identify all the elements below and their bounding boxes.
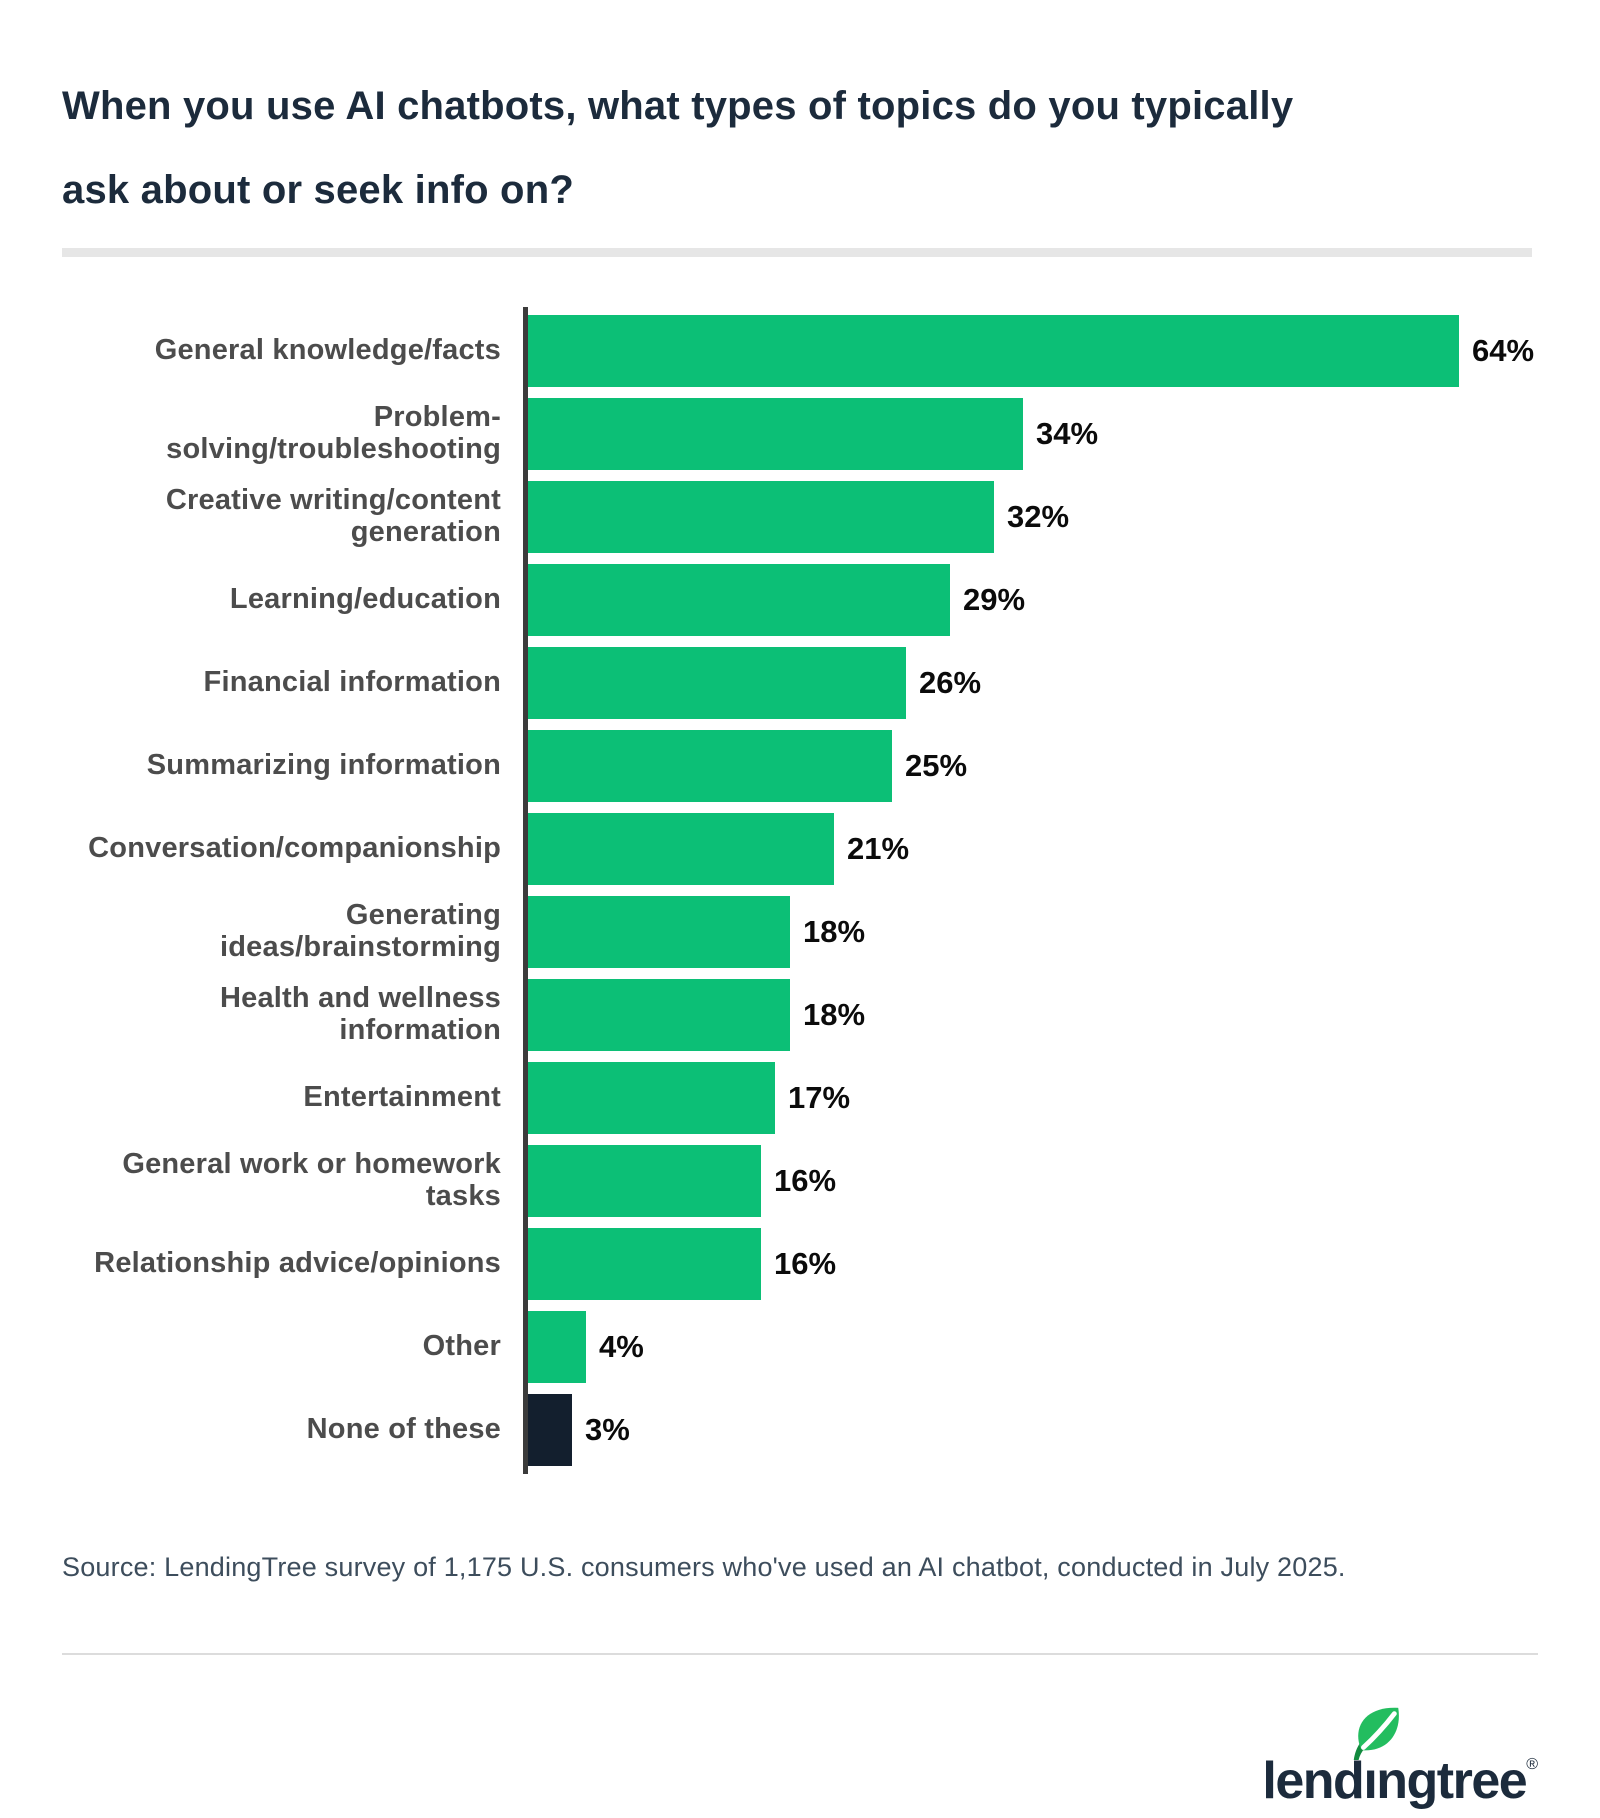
leaf-icon: [1354, 1707, 1400, 1761]
chart-row: Other 4%: [62, 1311, 1538, 1383]
chart-row: Financial information 26%: [62, 647, 1538, 719]
bar-track: 17%: [523, 1062, 1538, 1134]
bar: [528, 315, 1459, 387]
bar-track: 34%: [523, 398, 1538, 470]
value-label: 4%: [599, 1329, 644, 1364]
chart-row: Entertainment 17%: [62, 1062, 1538, 1134]
value-label: 26%: [919, 665, 982, 700]
value-label: 3%: [585, 1412, 630, 1447]
bar: [528, 1228, 761, 1300]
chart-row: Generating ideas/brainstorming 18%: [62, 896, 1538, 968]
source-note: Source: LendingTree survey of 1,175 U.S.…: [62, 1552, 1346, 1582]
bar-track: 16%: [523, 1145, 1538, 1217]
bar-track: 4%: [523, 1311, 1538, 1383]
logo-row: lendı ngtree®: [62, 1707, 1538, 1810]
bar: [528, 564, 950, 636]
bar-track: 26%: [523, 647, 1538, 719]
bar: [528, 398, 1023, 470]
bar-chart: General knowledge/facts 64% Problem-solvin…: [62, 307, 1538, 1474]
chart-row: Problem-solving/troubleshooting 34%: [62, 398, 1538, 470]
category-label: Health and wellness information: [220, 982, 501, 1046]
category-label: Creative writing/content generation: [165, 484, 501, 548]
value-label: 16%: [774, 1246, 837, 1281]
bar-track: 18%: [523, 896, 1538, 968]
bar: [528, 979, 790, 1051]
chart-row: General knowledge/facts 64%: [62, 315, 1538, 387]
chart-row: None of these 3%: [62, 1394, 1538, 1466]
value-label: 25%: [905, 748, 968, 783]
bar-track: 18%: [523, 979, 1538, 1051]
bar-track: 25%: [523, 730, 1538, 802]
category-label: Financial information: [203, 666, 501, 699]
bar: [528, 1394, 572, 1466]
chart-row: Creative writing/content generation 32%: [62, 481, 1538, 553]
chart-rows: General knowledge/facts 64% Problem-solvin…: [62, 315, 1538, 1466]
chart-row: Learning/education 29%: [62, 564, 1538, 636]
registered-mark: ®: [1526, 1756, 1538, 1773]
value-label: 17%: [788, 1080, 851, 1115]
value-label: 32%: [1007, 499, 1070, 534]
category-label: Problem-solving/troubleshooting: [166, 401, 501, 465]
footer-separator: [62, 1653, 1538, 1655]
category-label: General work or homework tasks: [122, 1148, 501, 1212]
logo-text-post: ngtree: [1376, 1752, 1527, 1810]
bar: [528, 1311, 586, 1383]
bar-track: 32%: [523, 481, 1538, 553]
value-label: 64%: [1472, 333, 1535, 368]
logo-text-pre: lend: [1262, 1752, 1364, 1810]
bar: [528, 896, 790, 968]
title-divider: [62, 248, 1532, 257]
bar: [528, 813, 834, 885]
chart-row: General work or homework tasks 16%: [62, 1145, 1538, 1217]
category-label: None of these: [306, 1413, 501, 1446]
value-label: 21%: [847, 831, 910, 866]
bar-track: 64%: [523, 315, 1538, 387]
value-label: 16%: [774, 1163, 837, 1198]
chart-row: Relationship advice/opinions 16%: [62, 1228, 1538, 1300]
lendingtree-logo: lendı ngtree®: [1262, 1707, 1538, 1810]
bar: [528, 1145, 761, 1217]
category-label: Summarizing information: [146, 749, 501, 782]
bar-track: 3%: [523, 1394, 1538, 1466]
bar-track: 29%: [523, 564, 1538, 636]
chart-title: When you use AI chatbots, what types of …: [62, 84, 1294, 212]
category-label: Learning/education: [229, 583, 501, 616]
value-label: 18%: [803, 914, 866, 949]
category-label: Generating ideas/brainstorming: [220, 899, 501, 963]
category-label: General knowledge/facts: [154, 334, 501, 367]
bar: [528, 647, 906, 719]
value-label: 18%: [803, 997, 866, 1032]
bar: [528, 481, 994, 553]
y-axis-line: [523, 307, 528, 1474]
chart-row: Health and wellness information 18%: [62, 979, 1538, 1051]
chart-row: Summarizing information 25%: [62, 730, 1538, 802]
category-label: Relationship advice/opinions: [94, 1247, 501, 1280]
bar-track: 21%: [523, 813, 1538, 885]
value-label: 34%: [1036, 416, 1099, 451]
category-label: Entertainment: [303, 1081, 501, 1114]
category-label: Conversation/companionship: [88, 832, 501, 865]
chart-row: Conversation/companionship 21%: [62, 813, 1538, 885]
bar-track: 16%: [523, 1228, 1538, 1300]
value-label: 29%: [963, 582, 1026, 617]
logo-letter-i: ı: [1354, 1707, 1400, 1807]
bar: [528, 1062, 775, 1134]
bar: [528, 730, 892, 802]
category-label: Other: [422, 1330, 501, 1363]
